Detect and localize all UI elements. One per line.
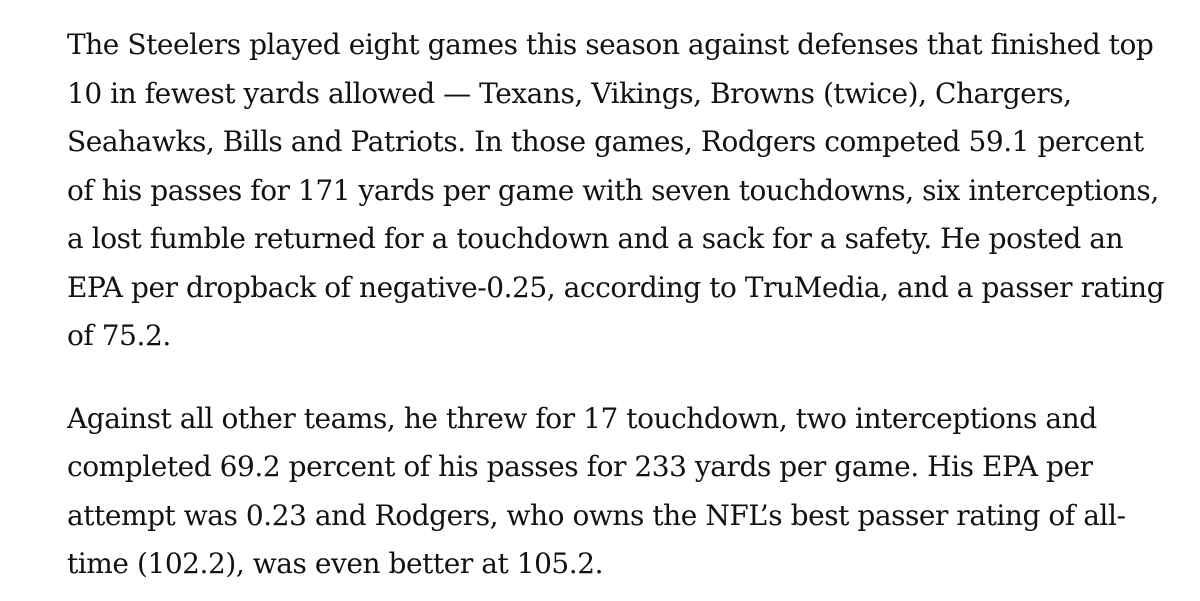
article-paragraph: The Steelers played eight games this sea…	[67, 28, 1165, 352]
article-body: The Steelers played eight games this sea…	[67, 21, 1167, 589]
article-paragraph: Against all other teams, he threw for 17…	[67, 401, 1126, 581]
